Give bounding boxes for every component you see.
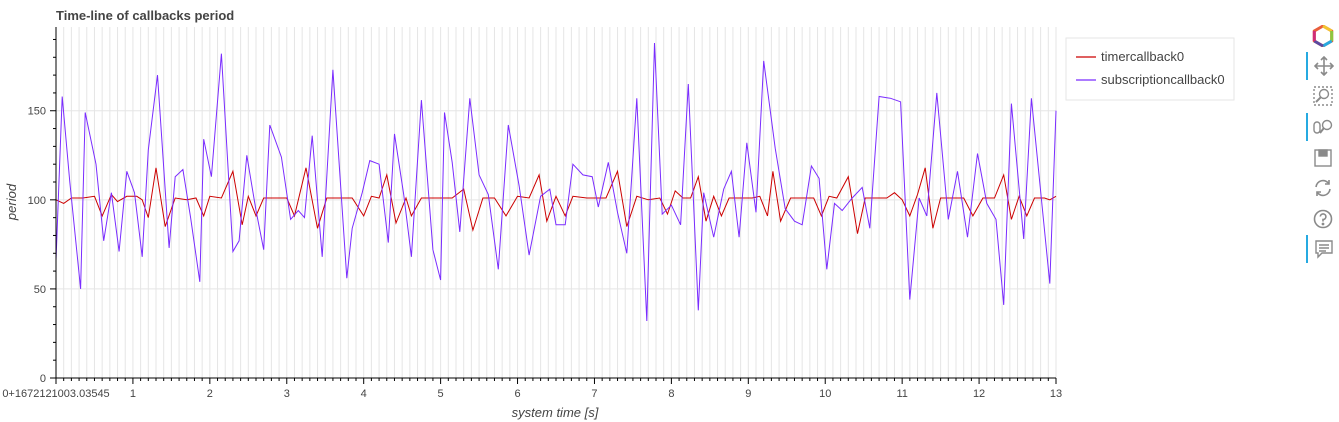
- series-line-timercallback0: [55, 167, 1057, 234]
- save-icon[interactable]: [1306, 144, 1339, 172]
- series-layer: [55, 42, 1057, 322]
- reset-icon[interactable]: [1306, 174, 1339, 202]
- y-axis-label: period: [4, 183, 19, 221]
- y-tick-label: 50: [34, 284, 46, 296]
- x-tick-label: 2: [207, 388, 213, 400]
- x-tick-label: 12: [973, 388, 985, 400]
- legend[interactable]: timercallback0 subscriptioncallback0: [1065, 37, 1235, 101]
- x-tick-label: 1: [130, 388, 136, 400]
- legend-label-subscriptioncallback0[interactable]: subscriptioncallback0: [1101, 72, 1225, 87]
- x-offset-label: 0+1672121003.03545: [2, 388, 109, 400]
- legend-box: [1065, 37, 1235, 101]
- y-tick-label: 150: [28, 106, 46, 118]
- x-tick-label: 7: [591, 388, 597, 400]
- series-line-subscriptioncallback0: [55, 42, 1057, 322]
- chart-toolbar: [1306, 22, 1339, 272]
- help-icon[interactable]: [1306, 205, 1339, 233]
- x-tick-label: 4: [361, 388, 367, 400]
- x-tick-label: 5: [438, 388, 444, 400]
- x-tick-label: 13: [1050, 388, 1062, 400]
- x-tick-label: 11: [896, 388, 907, 400]
- chart-title: Time-line of callbacks period: [56, 8, 234, 23]
- legend-label-timercallback0[interactable]: timercallback0: [1101, 49, 1184, 64]
- box-zoom-icon[interactable]: [1306, 82, 1339, 110]
- y-tick-label: 0: [40, 373, 46, 385]
- y-tick-label: 100: [28, 195, 46, 207]
- x-tick-label: 3: [284, 388, 290, 400]
- bokeh-logo-icon[interactable]: [1306, 22, 1339, 50]
- pan-icon[interactable]: [1306, 52, 1339, 80]
- hover-icon[interactable]: [1306, 235, 1339, 263]
- grid-lines: [55, 27, 1057, 379]
- x-tick-label: 10: [819, 388, 831, 400]
- x-tick-label: 6: [514, 388, 520, 400]
- x-tick-label: 9: [745, 388, 751, 400]
- x-axis-label: system time [s]: [512, 405, 599, 420]
- x-tick-label: 8: [668, 388, 674, 400]
- wheel-zoom-icon[interactable]: [1306, 113, 1339, 141]
